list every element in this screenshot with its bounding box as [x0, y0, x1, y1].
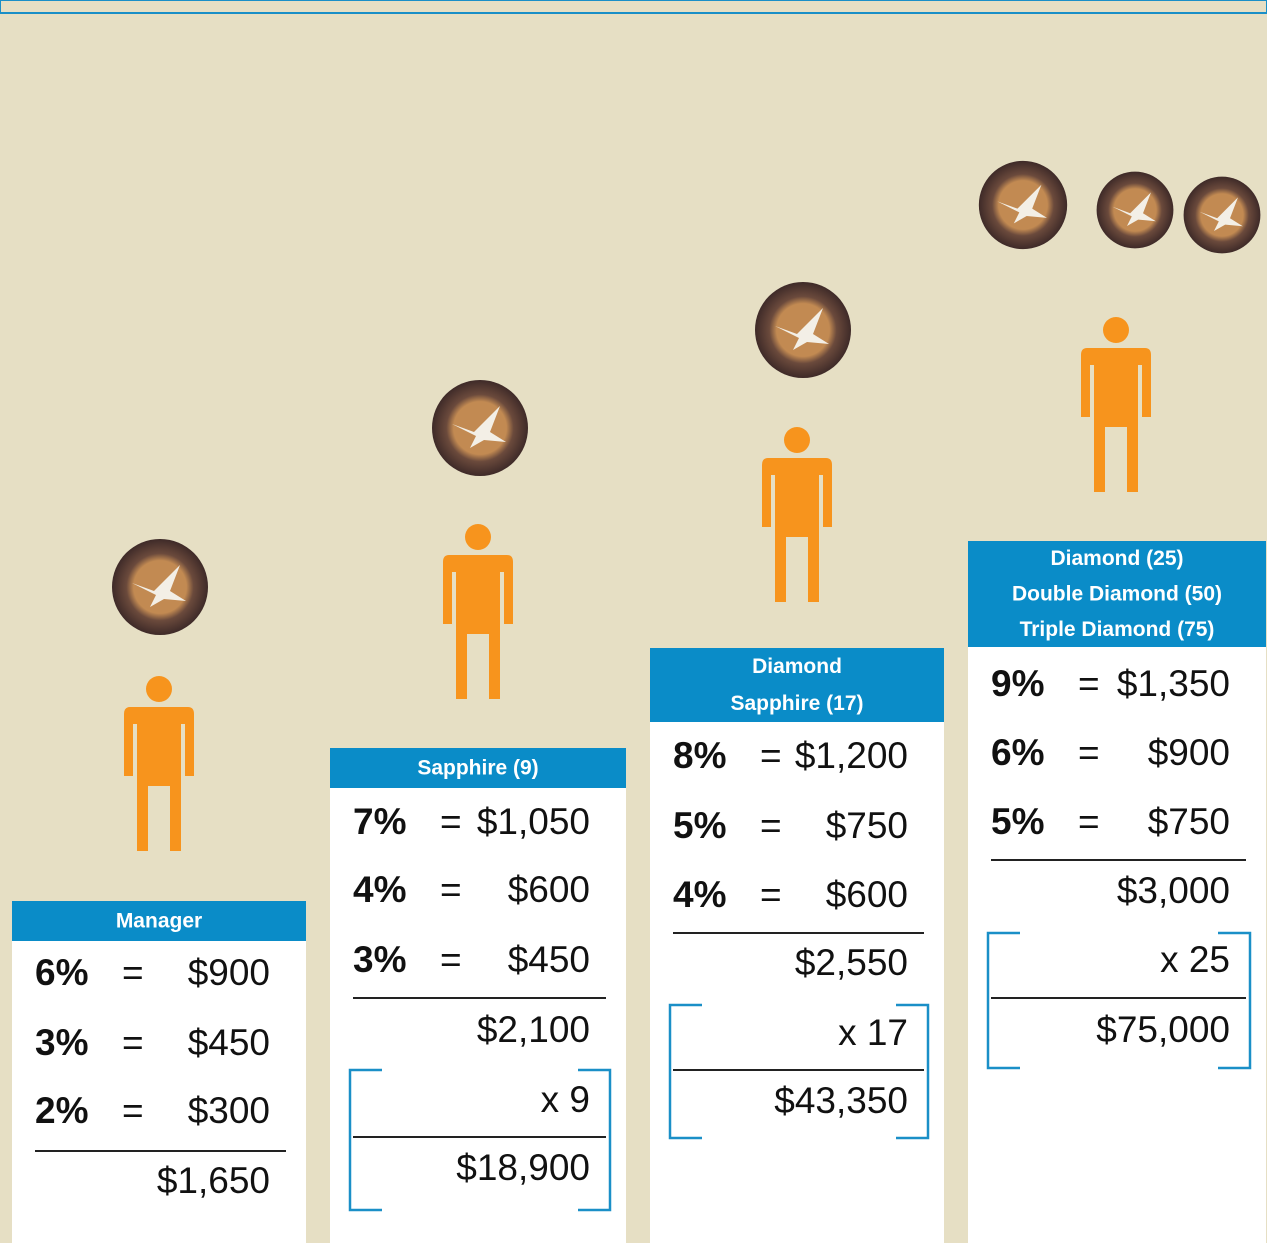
percent: 4%	[673, 874, 726, 915]
percent: 7%	[353, 801, 406, 842]
person-icon	[443, 524, 513, 699]
person-icon	[1081, 317, 1151, 492]
equals: =	[1078, 663, 1100, 704]
pin-icon	[979, 161, 1067, 249]
pin-icon	[112, 539, 208, 635]
percent: 5%	[673, 805, 726, 846]
amount: $1,050	[477, 801, 590, 842]
equals: =	[1078, 732, 1100, 773]
percent: 6%	[991, 732, 1044, 773]
multiplier: x 9	[541, 1079, 590, 1120]
percent: 4%	[353, 869, 406, 910]
percent: 9%	[991, 663, 1044, 704]
equals: =	[760, 805, 782, 846]
header-line: Diamond (25)	[1050, 547, 1183, 570]
header-line: Manager	[116, 910, 202, 933]
page: Manager 6% = $900 3% = $450 2% = $300 $1,650 Sapphi…	[0, 0, 1267, 1243]
top-bar	[0, 0, 1267, 13]
amount: $450	[508, 939, 590, 980]
equals: =	[440, 801, 462, 842]
total: $2,100	[477, 1009, 590, 1050]
percent: 2%	[35, 1090, 88, 1131]
header-line: Double Diamond (50)	[1012, 583, 1222, 606]
percent: 5%	[991, 801, 1044, 842]
amount: $750	[1148, 801, 1230, 842]
grand-total: $75,000	[1096, 1009, 1230, 1050]
equals: =	[1078, 801, 1100, 842]
percent: 3%	[353, 939, 406, 980]
amount: $1,200	[795, 735, 908, 776]
amount: $900	[1148, 732, 1230, 773]
pin-icon	[432, 380, 528, 476]
equals: =	[122, 1090, 144, 1131]
percent: 6%	[35, 952, 88, 993]
total: $1,650	[157, 1160, 270, 1201]
grand-total: $43,350	[774, 1080, 908, 1121]
header-line: Diamond	[752, 655, 842, 678]
amount: $600	[826, 874, 908, 915]
grand-total: $18,900	[456, 1147, 590, 1188]
percent: 8%	[673, 735, 726, 776]
equals: =	[440, 869, 462, 910]
percent: 3%	[35, 1022, 88, 1063]
multiplier: x 25	[1160, 939, 1230, 980]
total: $3,000	[1117, 870, 1230, 911]
equals: =	[760, 735, 782, 776]
pin-icon	[1097, 172, 1174, 249]
multiplier: x 17	[838, 1012, 908, 1053]
columns: Manager 6% = $900 3% = $450 2% = $300 $1,650 Sapphi…	[12, 541, 1266, 1243]
amount: $750	[826, 805, 908, 846]
amount: $450	[188, 1022, 270, 1063]
equals: =	[122, 952, 144, 993]
infographic: Manager 6% = $900 3% = $450 2% = $300 $1,650 Sapphi…	[0, 0, 1267, 1243]
header-line: Sapphire (9)	[417, 757, 538, 780]
pin-icon	[1184, 177, 1261, 254]
header-line: Triple Diamond (75)	[1020, 618, 1215, 641]
amount: $300	[188, 1090, 270, 1131]
person-icon	[762, 427, 832, 602]
equals: =	[440, 939, 462, 980]
amount: $900	[188, 952, 270, 993]
person-icon	[124, 676, 194, 851]
amount: $1,350	[1117, 663, 1230, 704]
equals: =	[760, 874, 782, 915]
total: $2,550	[795, 942, 908, 983]
header-line: Sapphire (17)	[730, 692, 863, 715]
equals: =	[122, 1022, 144, 1063]
amount: $600	[508, 869, 590, 910]
pin-icon	[755, 282, 851, 378]
